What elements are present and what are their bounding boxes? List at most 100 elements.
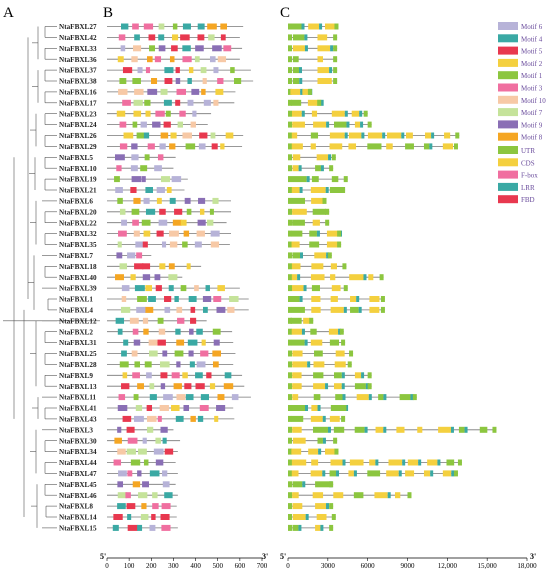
- cds-block: [331, 285, 341, 292]
- motif-block: [141, 176, 146, 183]
- cds-block: [291, 328, 302, 335]
- cds-block: [328, 328, 339, 335]
- motif-block: [117, 197, 123, 204]
- utr-block: [288, 208, 292, 215]
- motif-block: [134, 88, 144, 95]
- utr-block: [335, 394, 343, 401]
- motif-block: [191, 88, 200, 95]
- cds-block: [367, 132, 383, 139]
- utr-block: [339, 328, 344, 335]
- utr-block: [288, 187, 292, 193]
- gene-label: NtaFBXL6: [59, 198, 93, 206]
- utr-block: [322, 197, 327, 204]
- panel-label-b: B: [103, 5, 113, 21]
- lrr-block: [325, 187, 329, 193]
- cds-block: [425, 132, 432, 139]
- motif-block: [117, 426, 122, 433]
- cds-block: [405, 470, 415, 477]
- utr-block: [291, 296, 300, 302]
- cds-block: [292, 514, 306, 520]
- legend-swatch: [498, 195, 518, 204]
- motif-block: [202, 296, 212, 302]
- lrr-block: [344, 110, 348, 117]
- motif-block: [162, 350, 168, 357]
- gene-label: NtaFBXL27: [59, 23, 97, 31]
- motif-block: [143, 132, 150, 139]
- cds-block: [292, 383, 302, 390]
- cds-block: [302, 88, 310, 95]
- lrr-block: [307, 361, 311, 368]
- legend-swatch: [498, 170, 518, 179]
- motif-block: [179, 110, 186, 117]
- motif-block: [121, 23, 129, 30]
- utr-block: [331, 176, 339, 183]
- motif-block: [196, 328, 203, 335]
- lrr-block: [304, 34, 308, 41]
- motif-block: [143, 328, 149, 335]
- utr-block: [288, 132, 292, 139]
- motif-block: [136, 306, 147, 313]
- motif-block: [122, 99, 131, 106]
- motif-block: [188, 296, 197, 302]
- cds-block: [375, 426, 384, 433]
- motif-block: [123, 132, 134, 139]
- lrr-block: [318, 448, 322, 455]
- utr-block: [367, 470, 381, 477]
- lrr-block: [299, 78, 303, 84]
- motif-block: [145, 306, 154, 313]
- utr-block: [288, 34, 292, 41]
- cds-block: [291, 448, 302, 455]
- motif-block: [212, 197, 219, 204]
- motif-block: [164, 67, 174, 74]
- motif-block: [152, 492, 158, 499]
- utr-block: [288, 285, 292, 292]
- cds-block: [354, 121, 361, 128]
- motif-block: [127, 524, 138, 531]
- gene-label: NtaFBXL12: [59, 317, 97, 325]
- motif-block: [213, 296, 222, 302]
- motif-block: [152, 121, 161, 128]
- motif-block: [118, 394, 126, 401]
- motif-block: [206, 372, 212, 379]
- utr-block: [334, 121, 347, 128]
- motif-block: [190, 121, 196, 128]
- motif-block: [127, 470, 133, 477]
- cds-block: [427, 459, 438, 466]
- utr-block: [288, 88, 292, 95]
- motif-block: [169, 241, 178, 248]
- lrr-block: [319, 23, 323, 30]
- utr-block: [325, 219, 330, 226]
- motif-block: [155, 459, 164, 466]
- lrr-block: [383, 426, 387, 433]
- utr-block: [453, 470, 458, 477]
- motif-block: [122, 67, 133, 74]
- motif-block: [159, 405, 169, 411]
- gene-label: NtaFBXL15: [59, 525, 97, 533]
- motif-block: [175, 328, 181, 335]
- gene-label: NtaFBXL28: [59, 361, 97, 369]
- cds-block: [417, 426, 423, 433]
- cds-block: [438, 426, 451, 433]
- utr-block: [337, 230, 342, 237]
- motif-block: [163, 121, 171, 128]
- motif-block: [117, 56, 124, 63]
- lrr-block: [361, 372, 365, 379]
- motif-block: [229, 296, 239, 302]
- gene-label-list: NtaFBXL27 NtaFBXL42 NtaFBXL33 NtaFBXL36 NtaF…: [59, 23, 97, 532]
- utr-block: [288, 426, 292, 433]
- cds-block: [308, 448, 319, 455]
- motif-block: [133, 339, 141, 346]
- cds-block: [310, 339, 323, 346]
- utr-block: [288, 56, 292, 63]
- structure-axis: 5' 3': [280, 552, 536, 561]
- motif-block: [182, 372, 188, 379]
- motif-block: [123, 339, 129, 346]
- motif-block: [155, 285, 162, 292]
- utr-block: [291, 99, 302, 106]
- structure-axis-tick-label: 6000: [361, 562, 376, 570]
- gene-label: NtaFBXL24: [59, 121, 97, 129]
- motif-block: [215, 88, 224, 95]
- structure-axis-tick-label: 9000: [401, 562, 416, 570]
- motif-block: [154, 274, 161, 281]
- motif-block: [117, 241, 122, 248]
